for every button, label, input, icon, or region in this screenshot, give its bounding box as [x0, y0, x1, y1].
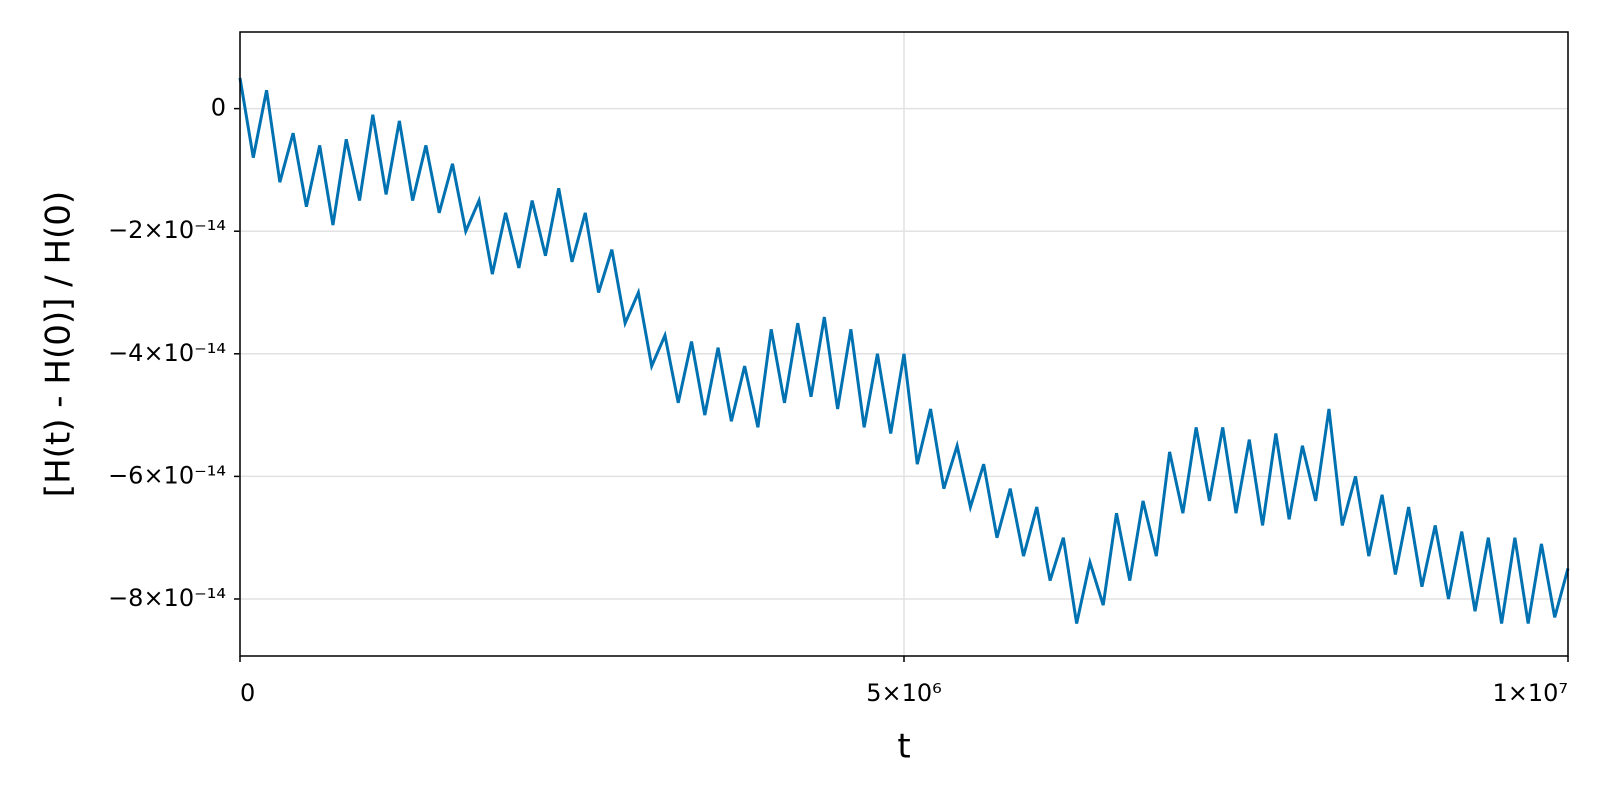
- y-axis-label: [H(t) - H(0)] / H(0): [39, 191, 79, 497]
- y-tick-label: −4×10⁻¹⁴: [108, 339, 226, 367]
- x-tick-label: 5×10⁶: [866, 679, 942, 707]
- y-tick-label: −8×10⁻¹⁴: [108, 584, 226, 612]
- y-tick-label: −2×10⁻¹⁴: [108, 216, 226, 244]
- plot-frame: [239, 31, 1569, 657]
- x-tick-label: 0: [240, 679, 255, 707]
- y-tick-label: 0: [211, 94, 226, 122]
- x-axis-label: t: [897, 727, 910, 767]
- y-tick-label: −6×10⁻¹⁴: [108, 461, 226, 489]
- x-tick-label: 1×10⁷: [1492, 679, 1568, 707]
- data-line: [238, 77, 1570, 624]
